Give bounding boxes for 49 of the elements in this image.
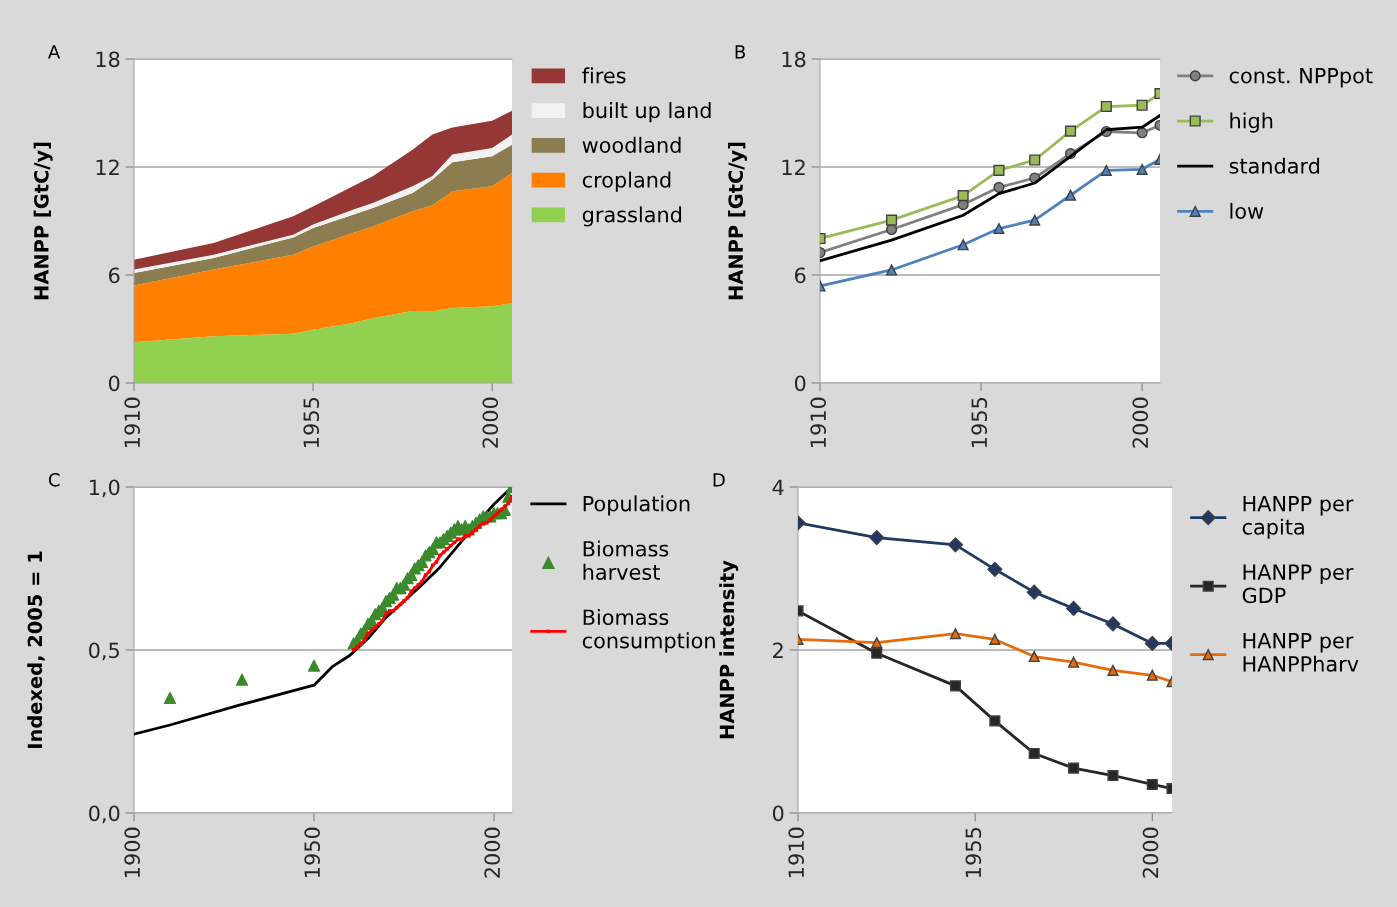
legend-label: const. NPPpot [1229, 67, 1373, 88]
x-tick-label: 2000 [1142, 827, 1159, 878]
y-tick-label: 4 [772, 479, 784, 495]
x-tick-label: 1910 [124, 397, 141, 447]
legend-label: low [1230, 202, 1264, 219]
legend-label: standard [1229, 157, 1320, 174]
y-tick-label: 6 [109, 267, 120, 284]
legend-label: fires [582, 67, 626, 84]
x-tick-label: 1955 [971, 398, 988, 447]
chart-title: A [48, 45, 61, 59]
y-axis-title: HANPP [GtC/y] [33, 142, 53, 300]
y-tick-label: 2 [773, 642, 783, 658]
y-tick-label: 6 [795, 267, 806, 284]
y-tick-label: 0 [108, 375, 120, 392]
y-axis-title: HANPP [GtC/y] [727, 142, 747, 300]
legend-label: high [1230, 112, 1273, 133]
y-axis-title: HANPP intensity [719, 560, 739, 739]
legend-label: Population [583, 495, 690, 516]
x-tick-label: 1950 [304, 827, 321, 877]
legend-label: Biomass consumption [582, 608, 715, 653]
y-tick-label: 0 [772, 805, 784, 822]
x-tick-label: 1955 [303, 398, 320, 447]
legend-label: grassland [582, 206, 682, 227]
chart-title: B [735, 45, 745, 59]
legend-label: cropland [582, 171, 671, 192]
y-tick-label: 12 [96, 159, 119, 175]
legend-label: woodland [582, 136, 681, 153]
x-tick-label: 1900 [124, 827, 141, 877]
y-tick-label: 12 [782, 159, 805, 175]
y-tick-label: 0,0 [89, 805, 120, 824]
y-tick-label: 0 [794, 375, 806, 392]
y-tick-label: 18 [96, 51, 120, 68]
x-tick-label: 1910 [810, 397, 827, 447]
legend-label: HANPP per HANPPharv [1243, 632, 1359, 672]
chart-title: C [48, 473, 60, 487]
x-tick-label: 2000 [482, 397, 499, 448]
legend-label: HANPP per capita [1242, 495, 1354, 539]
legend-label: Biomass harvest [583, 540, 669, 580]
y-tick-label: 18 [782, 51, 806, 68]
x-tick-label: 1955 [965, 828, 982, 877]
chart-title: D [713, 473, 725, 487]
y-tick-label: 0,5 [89, 642, 119, 661]
x-tick-label: 1910 [788, 827, 805, 877]
x-tick-label: 2000 [484, 827, 501, 878]
y-tick-label: 1,0 [89, 479, 120, 498]
legend-label: built up land [583, 102, 711, 123]
y-axis-title: Indexed, 2005 = 1 [27, 551, 45, 748]
x-tick-label: 2000 [1132, 397, 1149, 448]
legend-label: HANPP per GDP [1242, 564, 1354, 604]
